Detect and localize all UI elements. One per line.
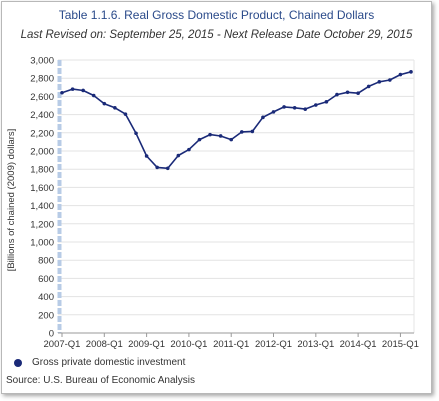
y-tick-label: 2,600	[30, 92, 54, 103]
y-axis: 0 200 400 600 800 1,000 1,200 1,400 1,600 1,800 2,…	[30, 56, 62, 340]
data-point[interactable]	[70, 87, 75, 91]
x-tick-label: 2010-Q1	[170, 339, 207, 350]
data-point[interactable]	[271, 110, 276, 114]
y-axis-label: [Billions of chained (2009) dollars]	[6, 129, 17, 272]
data-point[interactable]	[303, 107, 308, 111]
y-tick-label: 1,600	[30, 183, 54, 194]
x-axis: 2007-Q1 2008-Q1 2009-Q1 2010-Q1 2011-Q1 2012-…	[44, 332, 419, 350]
y-tick-label: 1,400	[30, 201, 54, 212]
x-tick-label: 2011-Q1	[213, 339, 249, 350]
chart-title: Table 1.1.6. Real Gross Domestic Product…	[58, 8, 375, 22]
y-tick-label: 1,000	[30, 238, 54, 249]
data-point[interactable]	[239, 130, 244, 134]
x-tick-label: 2008-Q1	[86, 339, 123, 350]
data-point[interactable]	[113, 105, 117, 110]
legend-label: Gross private domestic investment	[32, 357, 186, 368]
legend-marker-icon	[14, 358, 22, 367]
y-tick-label: 3,000	[30, 56, 54, 67]
data-point[interactable]	[388, 78, 392, 82]
data-point[interactable]	[324, 100, 329, 104]
data-point[interactable]	[91, 93, 96, 98]
y-tick-label: 600	[38, 274, 54, 285]
series-group	[60, 70, 413, 171]
data-point[interactable]	[123, 112, 128, 116]
y-tick-label: 2,400	[30, 110, 54, 121]
data-point[interactable]	[176, 153, 181, 158]
data-point[interactable]	[377, 80, 382, 84]
data-point[interactable]	[144, 154, 149, 158]
data-point[interactable]	[218, 134, 223, 138]
legend[interactable]: Gross private domestic investment	[14, 357, 185, 368]
data-point[interactable]	[155, 165, 159, 170]
data-point[interactable]	[409, 70, 413, 74]
x-tick-label: 2013-Q1	[297, 339, 334, 350]
source-note: Source: U.S. Bureau of Economic Analysis	[6, 375, 195, 386]
data-point[interactable]	[165, 166, 170, 171]
y-tick-label: 200	[38, 310, 54, 321]
data-point[interactable]	[60, 90, 64, 95]
y-tick-label: 0	[49, 329, 54, 340]
x-tick-label: 2007-Q1	[44, 339, 81, 350]
grid-lines	[58, 59, 415, 334]
series-line	[61, 71, 412, 170]
y-tick-label: 2,800	[30, 74, 54, 85]
y-tick-label: 400	[38, 292, 54, 303]
data-point[interactable]	[366, 84, 371, 89]
data-point[interactable]	[187, 147, 191, 152]
y-tick-label: 2,200	[30, 128, 54, 139]
data-point[interactable]	[356, 91, 360, 96]
data-point[interactable]	[261, 115, 265, 120]
y-tick-label: 1,800	[30, 165, 54, 176]
y-tick-label: 1,200	[30, 219, 54, 230]
data-point[interactable]	[398, 72, 403, 77]
x-tick-label: 2012-Q1	[255, 339, 292, 350]
data-point[interactable]	[229, 137, 234, 142]
data-point[interactable]	[345, 90, 350, 95]
y-tick-label: 2,000	[30, 147, 54, 158]
data-point[interactable]	[314, 103, 318, 107]
data-point[interactable]	[197, 137, 202, 142]
data-point[interactable]	[134, 131, 138, 136]
data-point[interactable]	[282, 105, 286, 109]
chart-subtitle: Last Revised on: September 25, 2015 - Ne…	[20, 29, 413, 41]
data-point[interactable]	[292, 105, 297, 110]
x-tick-label: 2015-Q1	[382, 339, 419, 350]
data-point[interactable]	[250, 129, 255, 134]
data-point[interactable]	[335, 92, 339, 97]
x-tick-label: 2009-Q1	[128, 339, 165, 350]
y-tick-label: 800	[38, 256, 54, 267]
data-point[interactable]	[102, 101, 107, 106]
chart-frame: Table 1.1.6. Real Gross Domestic Product…	[1, 1, 432, 394]
data-point[interactable]	[208, 132, 212, 137]
data-point[interactable]	[81, 88, 85, 93]
x-tick-label: 2014-Q1	[340, 339, 377, 350]
